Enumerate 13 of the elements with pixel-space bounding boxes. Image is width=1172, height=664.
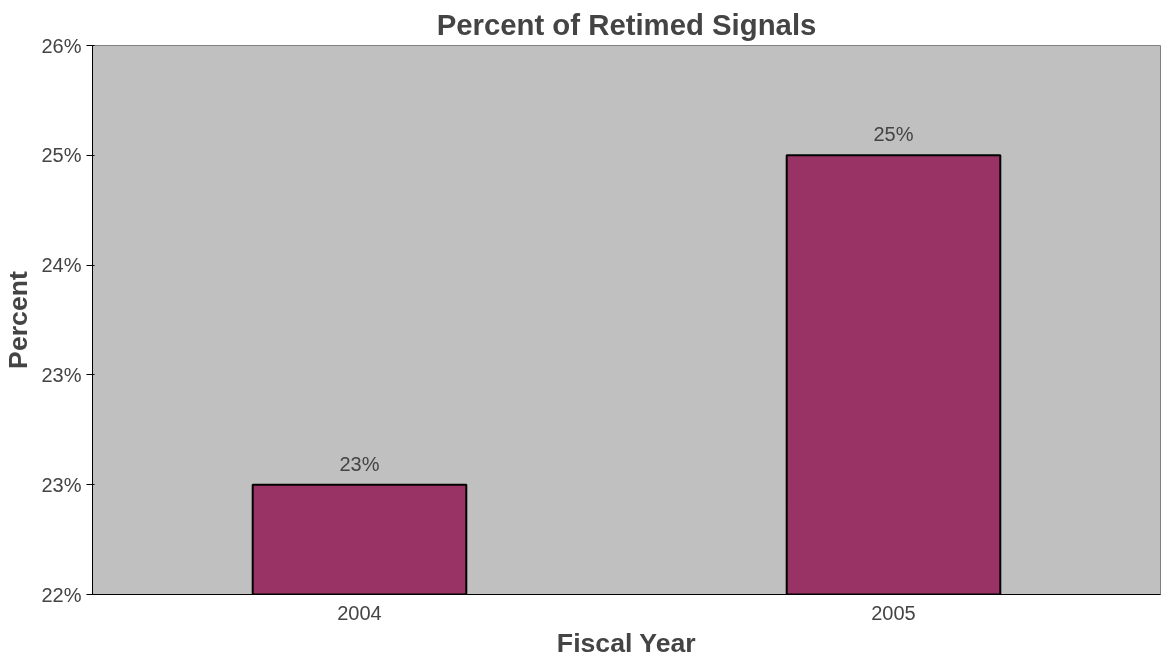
data-label: 25%: [873, 123, 914, 146]
y-tick-label: 22%: [41, 583, 82, 606]
y-tick-label: 25%: [41, 144, 82, 167]
x-tick-label: 2004: [337, 601, 382, 624]
y-tick-label: 26%: [41, 34, 82, 57]
y-tick-label: 24%: [41, 254, 82, 277]
y-tick-label: 23%: [41, 473, 82, 496]
y-tick-label: 23%: [41, 363, 82, 386]
chart-title: Percent of Retimed Signals: [436, 7, 817, 41]
x-axis-title: Fiscal Year: [556, 627, 696, 658]
y-axis-title: Percent: [3, 270, 34, 369]
data-label: 23%: [339, 452, 380, 475]
x-tick-label: 2005: [871, 601, 916, 624]
